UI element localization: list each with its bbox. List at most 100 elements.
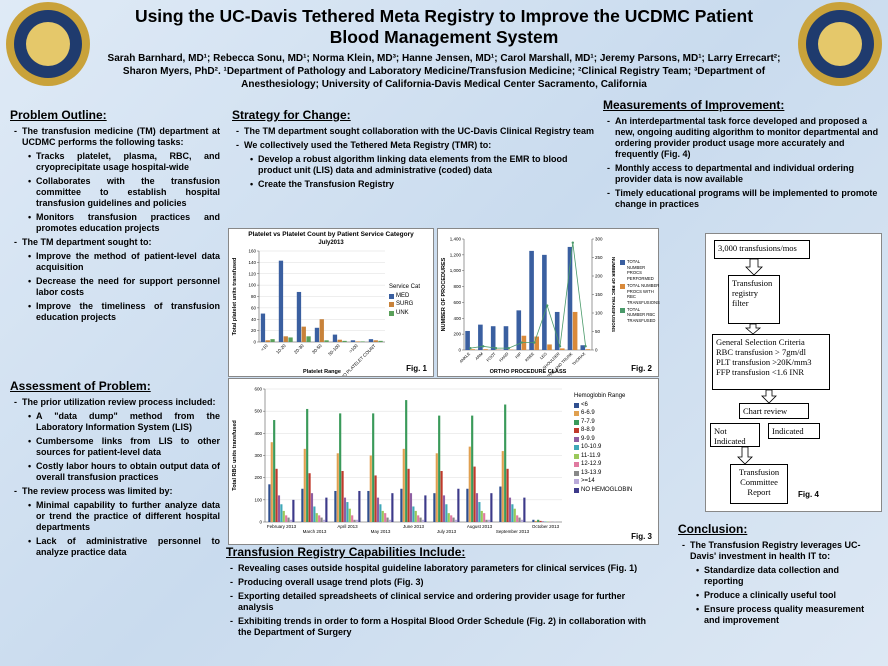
bar (285, 515, 288, 522)
bar (450, 515, 453, 522)
bullet-text: The Transfusion Registry leverages UC-Da… (690, 540, 861, 561)
bullet-item: The review process was limited by: Minima… (14, 486, 220, 558)
legend-swatch (574, 479, 579, 484)
bar (336, 453, 339, 522)
bar (388, 519, 392, 522)
bar (483, 349, 488, 350)
x-tick-label: LEG (539, 351, 548, 360)
bar (358, 490, 361, 522)
tick-label: 20 (251, 328, 257, 333)
legend-label: >=14 (581, 478, 595, 484)
bar (470, 349, 476, 350)
bar (457, 488, 460, 522)
bar (452, 517, 455, 522)
bar (539, 520, 542, 522)
bar (306, 408, 309, 522)
bar (435, 453, 438, 522)
sub-list: Improve the method of patient-level data… (22, 251, 220, 323)
tick-label: 200 (254, 475, 262, 480)
tick-label: 500 (254, 409, 262, 414)
point (482, 345, 485, 348)
bar (325, 497, 328, 522)
bar (409, 493, 413, 522)
sub-item: Lack of administrative personnel to anal… (28, 536, 220, 558)
x-tick-label: July 2013 (437, 529, 457, 534)
sub-item: Collaborates with the transfusion commit… (28, 176, 220, 209)
tick-label: 1,200 (450, 252, 462, 257)
figure: Platelet vs Platelet Count by Patient Se… (228, 228, 434, 380)
bullet-text: Exhibiting trends in order to form a Hos… (238, 616, 647, 637)
bar (351, 515, 354, 522)
bar (278, 260, 284, 342)
sub-item: Cumbersome links from LIS to other sourc… (28, 436, 220, 458)
bullet-item: Monthly access to departmental and indiv… (607, 163, 879, 185)
bullet-text: The TM department sought to: (22, 237, 152, 247)
legend-label: TOTAL NUMBER RBC TRANSFUSED (627, 306, 656, 324)
x-tick-label: 10-20 (275, 343, 287, 355)
bar (554, 311, 560, 350)
point (546, 304, 549, 307)
legend-title: Hemoglobin Range (574, 393, 626, 399)
bar (372, 413, 375, 522)
bullet-item: The transfusion medicine (TM) department… (14, 126, 220, 234)
section: Problem Outline: The transfusion medicine… (10, 108, 220, 326)
bar (324, 340, 329, 342)
x-tick-label: September 2013 (496, 529, 530, 534)
bar (542, 254, 547, 350)
legend-entry: <6 (574, 402, 654, 410)
bar (529, 250, 534, 350)
section-heading: Assessment of Problem: (10, 379, 151, 393)
x-tick-label: June 2013 (403, 524, 425, 529)
chart: 0 100 200 300 400 500 600 February 2013 March 20… (232, 387, 653, 542)
bullet-text: The transfusion medicine (TM) department… (22, 126, 220, 147)
legend-label: TOTAL NUMBER PROCS WITH RBC TRANSFUSIONS (627, 282, 660, 305)
bar (534, 520, 537, 522)
bar (376, 497, 380, 522)
sub-item: Minimal capability to further analyze da… (28, 500, 220, 533)
sub-list: Develop a robust algorithm linking data … (244, 154, 600, 190)
bar (268, 484, 271, 522)
legend-label: 12-12.9 (581, 461, 602, 467)
flowchart: 3,000 transfusions/mos Transfusion regist… (705, 233, 882, 512)
bar (471, 415, 474, 522)
sub-list: Tracks platelet, plasma, RBC, and cryopr… (22, 151, 220, 234)
tick-label: 1,400 (450, 237, 462, 242)
bullet-text: Timely educational programs will be impl… (615, 188, 878, 209)
legend-label: 7-7.9 (581, 418, 595, 425)
x-tick-label: HIP (514, 351, 522, 359)
bar (503, 326, 509, 350)
point (584, 345, 587, 348)
section: Measurements of Improvement: An interdepa… (603, 98, 879, 213)
tick-label: 50 (595, 329, 601, 334)
bullet-text: Exporting detailed spreadsheets of clini… (238, 591, 626, 612)
bar (433, 493, 436, 522)
bar (310, 493, 314, 522)
bullet-text: The review process was limited by: (22, 486, 173, 496)
flow-node-line: General Selection Criteria (716, 337, 805, 347)
legend-entry: 8-8.9 (574, 427, 654, 435)
bar (468, 446, 471, 522)
legend-swatch (574, 402, 579, 408)
x-tick-label: May 2013 (371, 529, 391, 534)
bar (485, 519, 488, 522)
bar (400, 488, 403, 522)
bar (508, 497, 512, 522)
sub-item: Monitors transfusion practices and promo… (28, 212, 220, 234)
legend: Hemoglobin Range <6 6-6.9 7-7.9 8-8.9 9-9.9 10… (574, 393, 654, 495)
bar (504, 404, 507, 522)
bar (313, 506, 316, 522)
section: Transfusion Registry Capabilities Includ… (226, 545, 658, 641)
line (470, 242, 586, 349)
legend-entry: 12-12.9 (574, 461, 654, 469)
bullet-list: An interdepartmental task force develope… (603, 116, 879, 210)
bar (343, 497, 347, 522)
bar (273, 420, 276, 522)
sub-item: Improve the method of patient-level data… (28, 251, 220, 273)
bar (541, 521, 545, 522)
bullet-text: The prior utilization review process inc… (22, 397, 216, 407)
bar (280, 504, 283, 522)
chart-title: Platelet vs Platelet Count by Patient Se… (248, 231, 414, 238)
bar (287, 517, 290, 522)
legend-swatch (389, 293, 394, 299)
legend-label: SURG (396, 301, 414, 307)
